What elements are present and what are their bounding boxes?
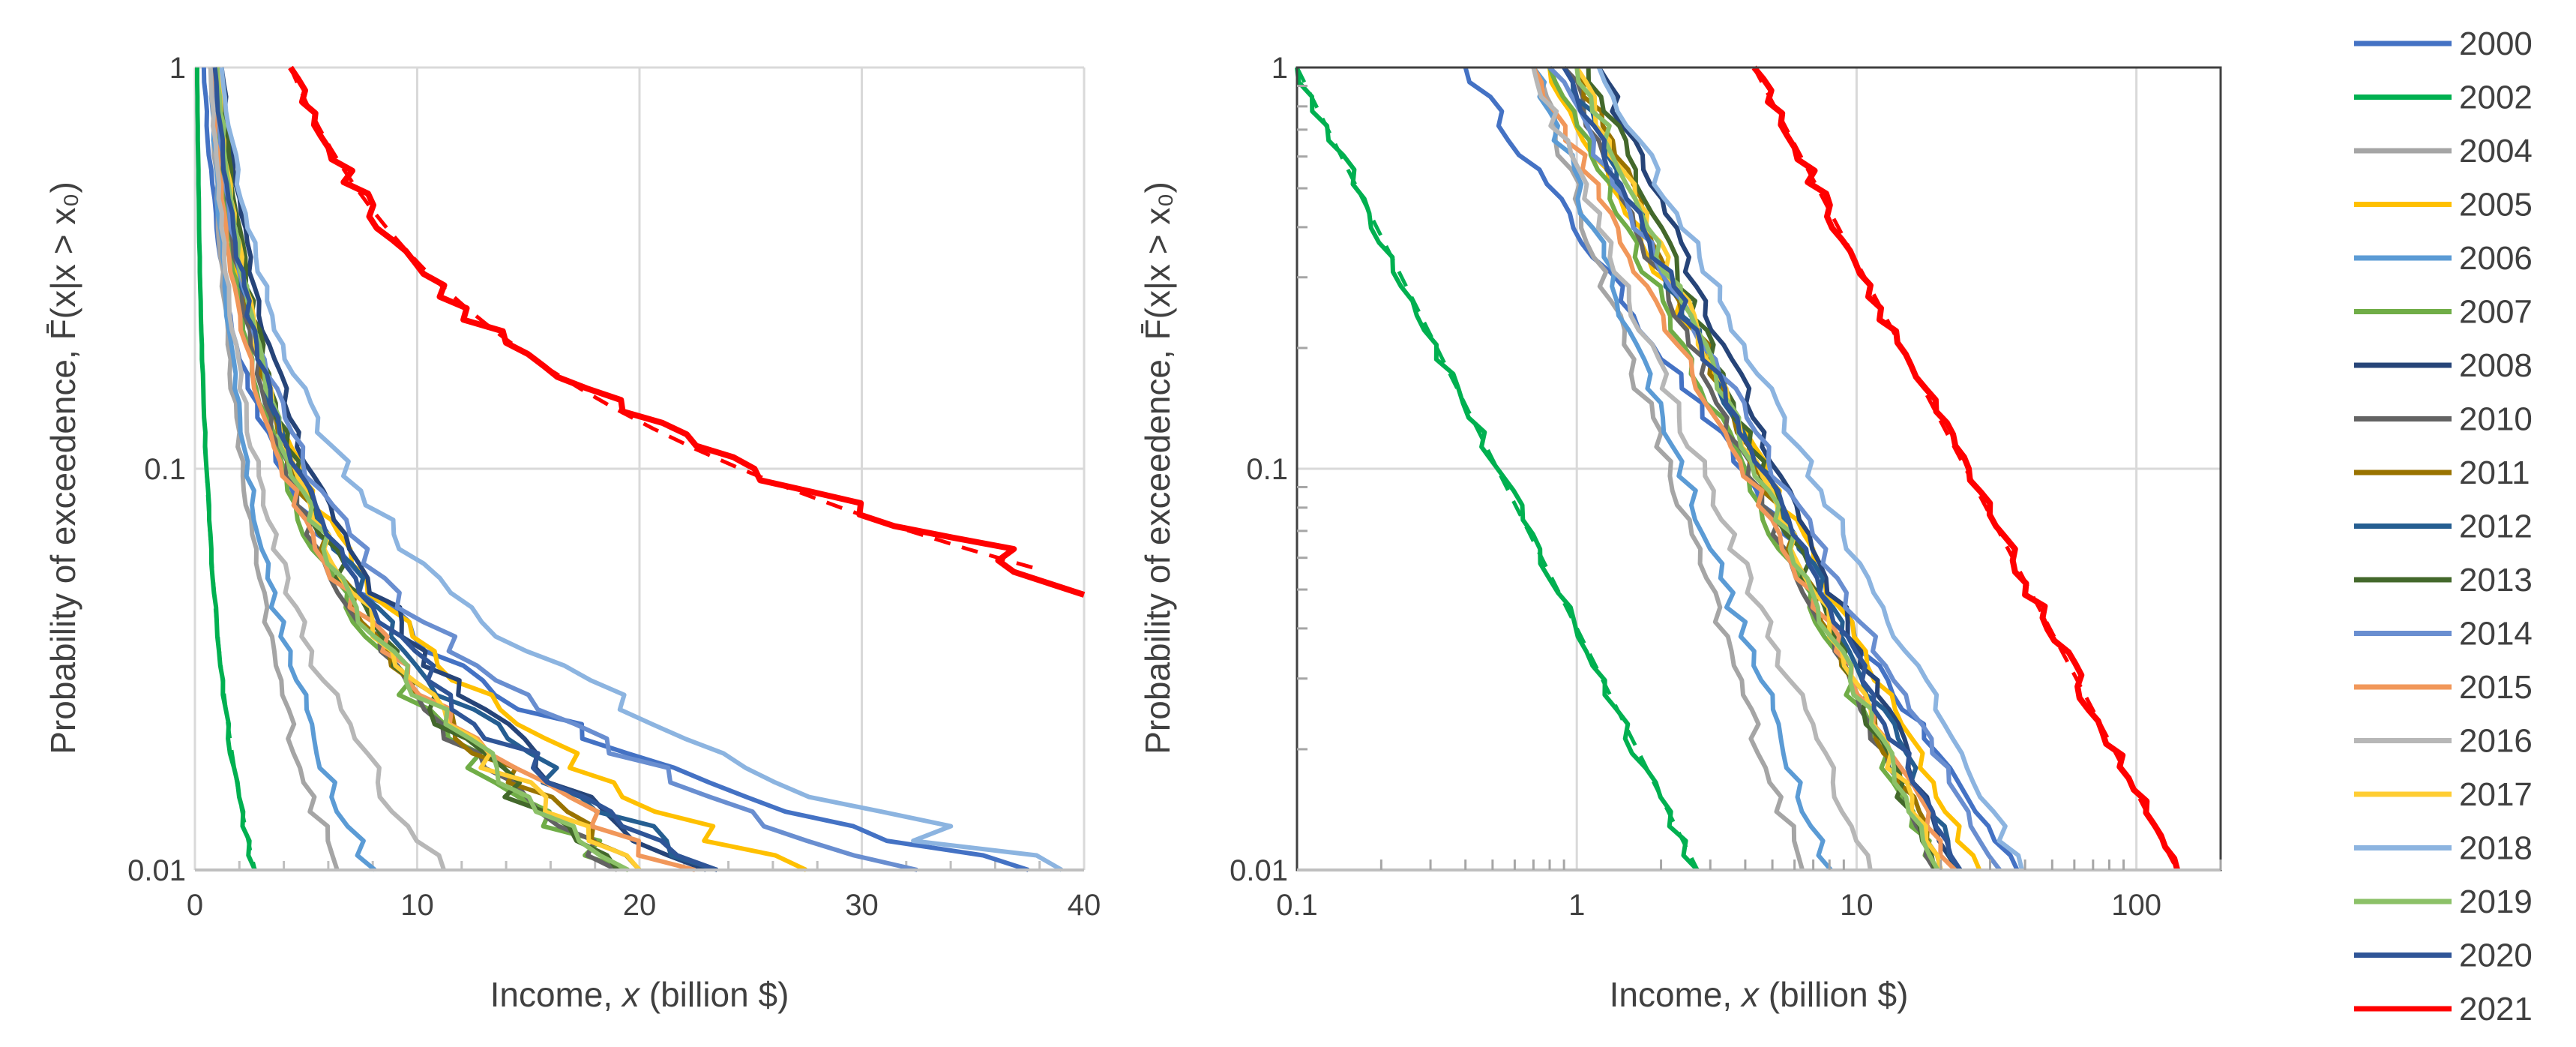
right-x-axis-label: Income, x (billion $) [1610,975,1909,1014]
left-fit-2021 [289,67,1039,572]
legend-label: 2020 [2459,938,2533,974]
right-y-ticks: 0.01 0.1 1 [1230,52,1288,887]
right-x-tick-label: 1 [1568,889,1585,922]
legend-item-2010: 2010 [2354,401,2533,438]
legend-label: 2002 [2459,80,2533,116]
left-y-tick-label: 1 [169,52,186,85]
legend-item-2004: 2004 [2354,133,2533,170]
legend-item-2021: 2021 [2354,991,2533,1028]
legend-label: 2004 [2459,133,2533,170]
left-series-2021 [288,65,1086,598]
left-y-tick-label: 0.1 [144,453,186,486]
left-series-2018 [219,67,1063,872]
legend-item-2006: 2006 [2354,240,2533,277]
left-panel: 0.01 0.1 1 0 10 20 30 40 Income, x (billion $)… [43,52,1101,1014]
left-x-tick-label: 10 [400,889,434,922]
legend-label: 2008 [2459,347,2533,384]
right-x-tick-label: 100 [2111,889,2161,922]
legend-item-2014: 2014 [2354,616,2533,652]
legend-label: 2017 [2459,776,2533,813]
legend-item-2002: 2002 [2354,80,2533,116]
legend-label: 2000 [2459,26,2533,62]
right-series-lines [1295,65,2181,872]
legend-item-2000: 2000 [2354,26,2533,62]
right-y-tick-label: 0.01 [1230,854,1288,887]
legend-item-2007: 2007 [2354,294,2533,331]
right-series-2021 [1751,65,2181,872]
left-grid [193,66,1086,872]
right-y-axis-label: Probability of exceedence, F̄(x|x > x₀) [1138,182,1177,754]
right-y-tick-label: 1 [1272,52,1288,85]
legend-item-2008: 2008 [2354,347,2533,384]
legend-item-2020: 2020 [2354,938,2533,974]
left-series-lines [195,65,1086,872]
legend-label: 2007 [2459,294,2533,331]
left-x-tick-label: 20 [623,889,657,922]
legend-label: 2012 [2459,508,2533,545]
left-y-tick-label: 0.01 [127,854,186,887]
legend-label: 2016 [2459,723,2533,760]
legend-label: 2015 [2459,669,2533,706]
legend-item-2012: 2012 [2354,508,2533,545]
right-x-tick-label: 10 [1840,889,1874,922]
right-y-tick-label: 0.1 [1246,453,1288,486]
left-x-tick-label: 40 [1068,889,1101,922]
right-x-tick-label: 0.1 [1276,889,1318,922]
legend-item-2017: 2017 [2354,776,2533,813]
right-series-2008 [1597,66,1960,872]
left-fit-2002 [195,67,257,871]
left-y-axis-label: Probability of exceedence, F̄(x|x > x₀) [43,182,82,754]
left-series-2020 [212,67,718,872]
legend-item-2018: 2018 [2354,830,2533,867]
right-series-2006 [1532,66,1833,872]
right-fit-2021 [1752,66,2179,872]
legend-label: 2018 [2459,830,2533,867]
legend-item-2019: 2019 [2354,884,2533,920]
right-series-2018 [1597,66,2024,871]
left-x-axis-label: Income, x (billion $) [490,975,789,1014]
left-y-ticks: 0.01 0.1 1 [127,52,186,887]
legend-label: 2021 [2459,991,2533,1028]
legend-item-2013: 2013 [2354,562,2533,598]
right-x-ticks: 0.1 1 10 100 [1276,889,2161,922]
legend-label: 2010 [2459,401,2533,438]
legend-item-2015: 2015 [2354,669,2533,706]
legend-item-2016: 2016 [2354,723,2533,760]
right-series-2019 [1574,67,1940,872]
legend-label: 2013 [2459,562,2533,598]
legend-label: 2006 [2459,240,2533,277]
left-x-tick-label: 30 [845,889,879,922]
legend-label: 2011 [2459,454,2530,491]
legend: 2000 2002 2004 2005 2006 2007 2008 2010 2011 2012… [2354,26,2533,1028]
legend-item-2005: 2005 [2354,187,2533,224]
legend-label: 2019 [2459,884,2533,920]
right-series-2010 [1562,65,1937,872]
right-series-2020 [1562,66,1963,872]
left-x-ticks: 0 10 20 30 40 [187,889,1101,922]
right-minor-ticks [1297,84,2222,870]
right-panel: 0.010.11 0.1 1 10 100 Income, x (billion $)… [1138,52,2222,1014]
left-x-tick-label: 0 [187,889,203,922]
right-series-2016 [1531,67,1873,871]
right-fit-2002 [1295,66,1700,872]
left-series-2007 [210,67,630,872]
legend-label: 2005 [2459,187,2533,224]
legend-item-2011: 2011 [2354,454,2530,491]
left-series-2016 [208,67,446,871]
legend-label: 2014 [2459,616,2533,652]
